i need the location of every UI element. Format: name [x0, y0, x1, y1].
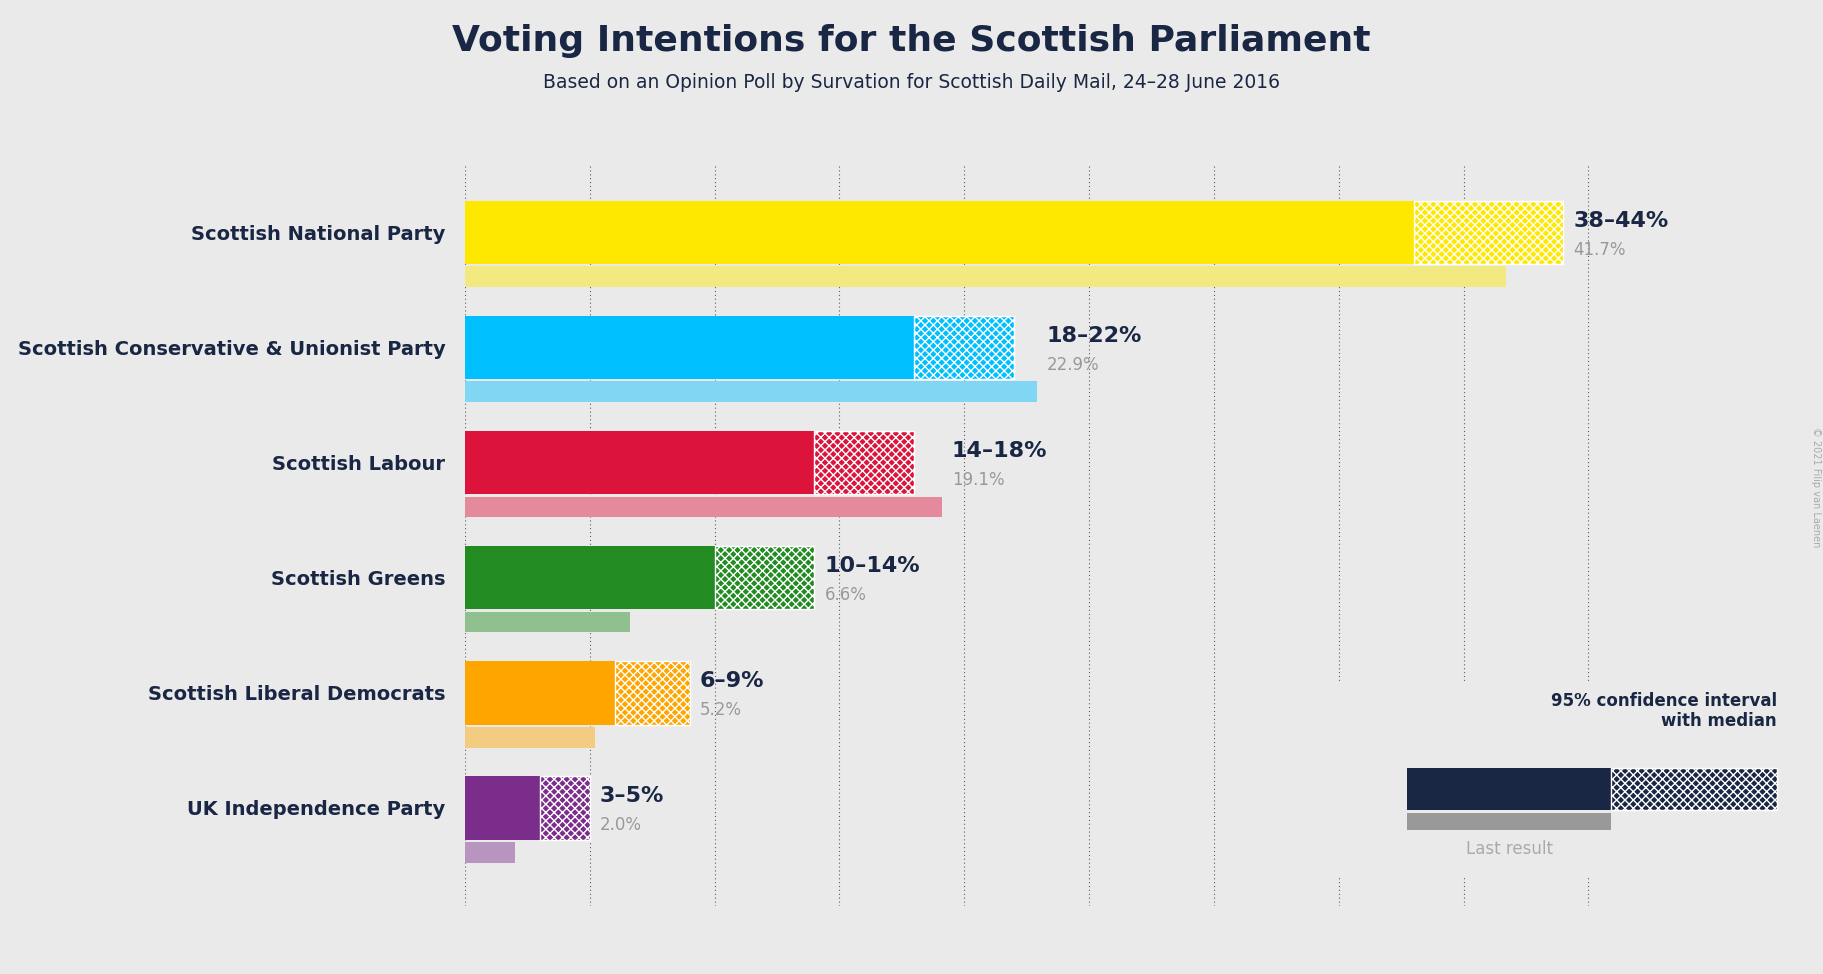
- Bar: [465, 431, 815, 494]
- Bar: [465, 612, 629, 632]
- Bar: [815, 431, 915, 494]
- Bar: [1407, 768, 1612, 810]
- Text: 22.9%: 22.9%: [1046, 356, 1099, 374]
- Text: 6–9%: 6–9%: [700, 671, 764, 692]
- Text: 6.6%: 6.6%: [824, 586, 866, 604]
- Text: 10–14%: 10–14%: [824, 556, 921, 577]
- Bar: [465, 382, 1037, 402]
- Text: Voting Intentions for the Scottish Parliament: Voting Intentions for the Scottish Parli…: [452, 24, 1371, 58]
- Bar: [465, 201, 1413, 264]
- Bar: [465, 727, 594, 747]
- Bar: [465, 776, 540, 840]
- Bar: [465, 316, 915, 379]
- Text: 18–22%: 18–22%: [1046, 326, 1141, 346]
- Text: 3–5%: 3–5%: [600, 786, 664, 806]
- Bar: [915, 316, 1014, 379]
- Text: 14–18%: 14–18%: [952, 441, 1046, 461]
- Text: 41.7%: 41.7%: [1573, 241, 1626, 259]
- Text: © 2021 Filip van Laenen: © 2021 Filip van Laenen: [1812, 427, 1821, 547]
- Bar: [715, 546, 815, 610]
- Bar: [540, 776, 589, 840]
- Bar: [465, 497, 942, 517]
- Text: 95% confidence interval
with median: 95% confidence interval with median: [1551, 692, 1777, 730]
- Text: 38–44%: 38–44%: [1573, 210, 1668, 231]
- Text: 19.1%: 19.1%: [952, 470, 1004, 489]
- Text: Based on an Opinion Poll by Survation for Scottish Daily Mail, 24–28 June 2016: Based on an Opinion Poll by Survation fo…: [543, 73, 1280, 93]
- Bar: [465, 266, 1506, 287]
- Text: 2.0%: 2.0%: [600, 816, 642, 835]
- Bar: [614, 661, 689, 725]
- Bar: [1612, 768, 1777, 810]
- Text: 5.2%: 5.2%: [700, 701, 742, 719]
- Text: Last result: Last result: [1466, 841, 1553, 858]
- Bar: [465, 842, 514, 863]
- Bar: [465, 661, 614, 725]
- Bar: [1407, 813, 1612, 831]
- Bar: [1413, 201, 1564, 264]
- Bar: [465, 546, 715, 610]
